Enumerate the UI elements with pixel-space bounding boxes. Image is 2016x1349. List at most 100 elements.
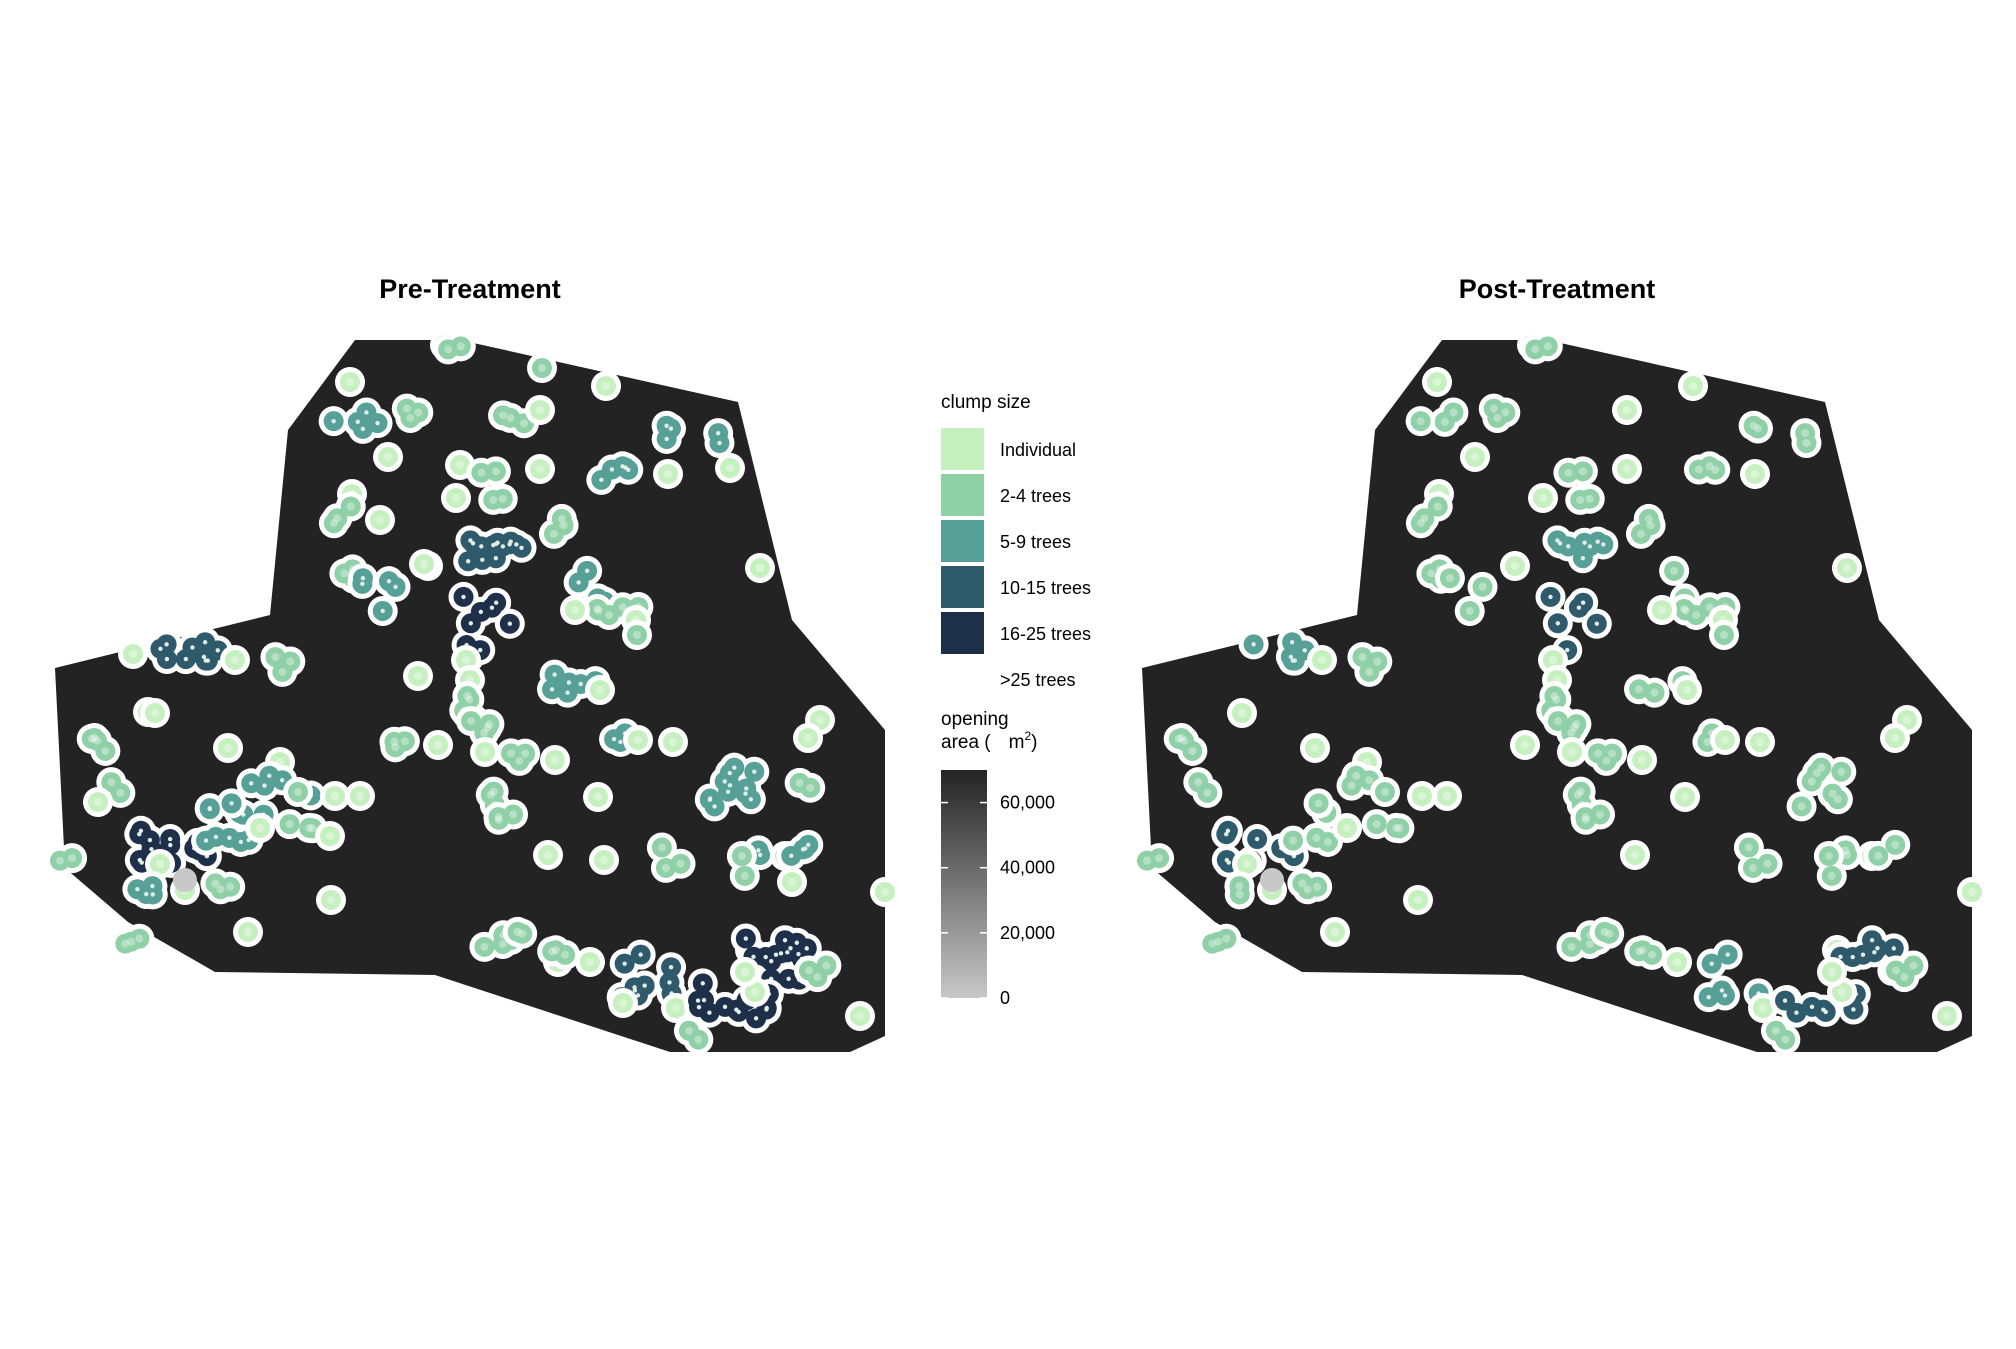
tree-clump [496,738,541,776]
tree-clump [793,950,842,993]
tree-clump [1627,745,1657,775]
legend-clump-size: clump size Individual 2-4 trees 5-9 trees 1… [941,392,1091,700]
legend-swatch-4 [941,612,984,654]
tree-clump [1370,777,1400,807]
tree-clump [483,799,529,835]
tree-clump [537,935,581,970]
tree-clump [213,733,243,763]
tree-clump [622,620,652,650]
legend-opening-title-line2: area (m2) [941,729,1037,753]
legend-label-1: 2-4 trees [1000,486,1071,506]
tree-clump [527,353,557,383]
tree-clump [1612,454,1642,484]
tree-clump [409,549,439,579]
legend-swatch-3 [941,566,984,608]
tree-clump [658,727,688,757]
tree-clump [1403,885,1433,915]
tree-clump [1432,781,1462,811]
tree-clump [1528,483,1558,513]
tree-clump [1745,727,1775,757]
tree-clump [538,503,579,549]
tree-clump [1932,1001,1962,1031]
tree-clump [1557,737,1587,767]
legend-opening-area: opening area (m2) 60,000 40,000 20,000 0 [941,709,1055,1008]
tree-clump [1542,525,1619,574]
tree-clump [1460,442,1490,472]
tree-clump [44,843,88,876]
tree-clump [1405,491,1453,539]
opening-tick-label-3: 0 [1000,988,1010,1008]
tree-clump [870,877,900,907]
tree-clump [1570,799,1616,835]
tree-clumps-pre [44,330,900,1055]
map-post-treatment [1131,330,1987,1055]
tree-clump [1790,418,1822,459]
tree-clump [1813,841,1847,891]
tree-clump [1347,642,1393,687]
tree-clump [715,453,745,483]
tree-clump [1520,331,1563,365]
tree-clump [318,491,366,539]
tree-clump [1620,840,1650,870]
tree-clump [1624,666,1698,708]
legend-opening-title-line1: opening [941,709,1009,730]
small-opening [1260,868,1284,892]
tree-clump [589,845,619,875]
tree-clumps-post [1131,330,1987,1055]
tree-clump [653,459,683,489]
panel-title-post: Post-Treatment [1459,274,1656,304]
tree-clump [403,661,433,691]
tree-clump [1957,877,1987,907]
tree-clump [525,454,555,484]
legend-swatch-2 [941,520,984,562]
tree-clump [533,840,563,870]
tree-clump [730,957,760,987]
tree-clump [145,627,233,676]
tree-clump [1224,871,1255,910]
tree-clump [140,698,170,728]
tree-clump [1770,979,1871,1028]
tree-clump [1832,553,1862,583]
tree-clump [122,871,168,910]
tree-clump [316,885,346,915]
tree-clump [1647,595,1677,625]
tree-clump [1434,563,1498,626]
tree-clump [845,1001,875,1031]
tree-clump [1300,733,1330,763]
tree-clump [433,331,476,365]
tree-clump [1786,752,1857,822]
tree-clump [1740,459,1770,489]
tree-clump [1880,723,1910,753]
tree-clump [1320,917,1350,947]
tree-clump [776,829,824,871]
tree-clump [1625,503,1666,549]
tree-clump [1307,645,1337,675]
map-pre-treatment [44,330,900,1055]
legend-label-4: 16-25 trees [1000,624,1091,644]
tree-clump [1693,939,1774,1013]
legend-label-3: 10-15 trees [1000,578,1091,598]
tree-clump [1738,410,1773,444]
tree-clump [1238,627,1320,676]
tree-clump [575,947,605,977]
tree-clump [373,442,403,472]
tree-clump [560,595,590,625]
tree-clump [345,781,375,811]
tree-clump [283,777,313,807]
tree-clump [220,645,250,675]
tree-clump [118,639,148,669]
tree-clump [1197,923,1242,959]
tree-clump [784,767,826,803]
small-opening [173,868,197,892]
tree-clump [260,642,306,687]
tree-clump [1478,393,1521,433]
tree-clump [793,723,823,753]
tree-clump [585,675,615,705]
tree-clump [1535,581,1612,666]
tree-clump [110,923,155,959]
tree-clump [1287,868,1333,905]
tree-clump [1405,397,1469,437]
tree-clump [1565,483,1605,515]
